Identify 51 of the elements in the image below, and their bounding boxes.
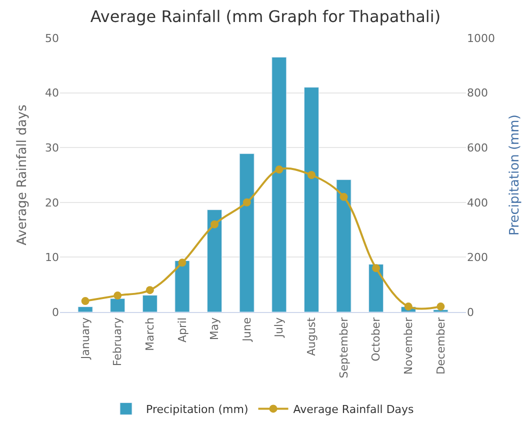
y-tick-label: 10 [45, 251, 59, 264]
x-tick-label: November [402, 316, 415, 375]
point [146, 286, 154, 294]
y-tick-label: 50 [45, 32, 59, 45]
bar [110, 298, 126, 312]
bar [368, 264, 384, 312]
point [210, 220, 219, 228]
x-tick-label: September [337, 316, 350, 378]
y-tick-label: 20 [45, 196, 59, 210]
point [114, 292, 122, 300]
point [340, 192, 348, 201]
point [307, 171, 316, 179]
legend-label: Average Rainfall Days [293, 402, 414, 416]
bar [336, 179, 352, 312]
point [404, 302, 412, 311]
x-tick-label: April [176, 317, 189, 343]
bar [304, 87, 319, 312]
y2-tick-label: 1000 [467, 32, 495, 45]
bar [78, 306, 93, 312]
y2-axis-title: Precipitation (mm) [508, 114, 523, 236]
y-tick-label: 30 [45, 141, 59, 154]
x-tick-label: August [305, 316, 318, 356]
point [436, 302, 445, 311]
bar [142, 295, 158, 312]
y2-tick-label: 400 [467, 196, 488, 210]
y2-tick-label: 0 [467, 306, 474, 319]
point [242, 198, 251, 206]
y2-tick-label: 600 [467, 141, 488, 154]
bar [272, 56, 287, 312]
chart-title: Average Rainfall (mm Graph for Thapathali) [90, 7, 441, 26]
x-tick-label: July [272, 316, 286, 338]
y-tick-label: 0 [52, 306, 59, 319]
x-tick-label: June [240, 317, 254, 342]
x-tick-label: May [208, 316, 222, 340]
point [81, 297, 90, 306]
x-tick-label: January [78, 316, 92, 360]
point [372, 264, 380, 272]
point [275, 166, 284, 174]
bar [239, 153, 254, 312]
x-tick-label: October [370, 316, 383, 362]
y-axis-title: Average Rainfall days [14, 104, 30, 246]
y-tick-label: 40 [45, 86, 59, 100]
legend-label: Precipitation (mm) [146, 402, 248, 416]
x-tick-label: March [143, 317, 156, 351]
x-tick-label: December [434, 316, 448, 374]
y2-tick-label: 200 [467, 251, 488, 264]
bar [207, 210, 222, 312]
point [178, 258, 186, 267]
y2-tick-label: 800 [467, 86, 488, 100]
x-tick-label: February [111, 316, 124, 366]
bar [174, 260, 190, 312]
